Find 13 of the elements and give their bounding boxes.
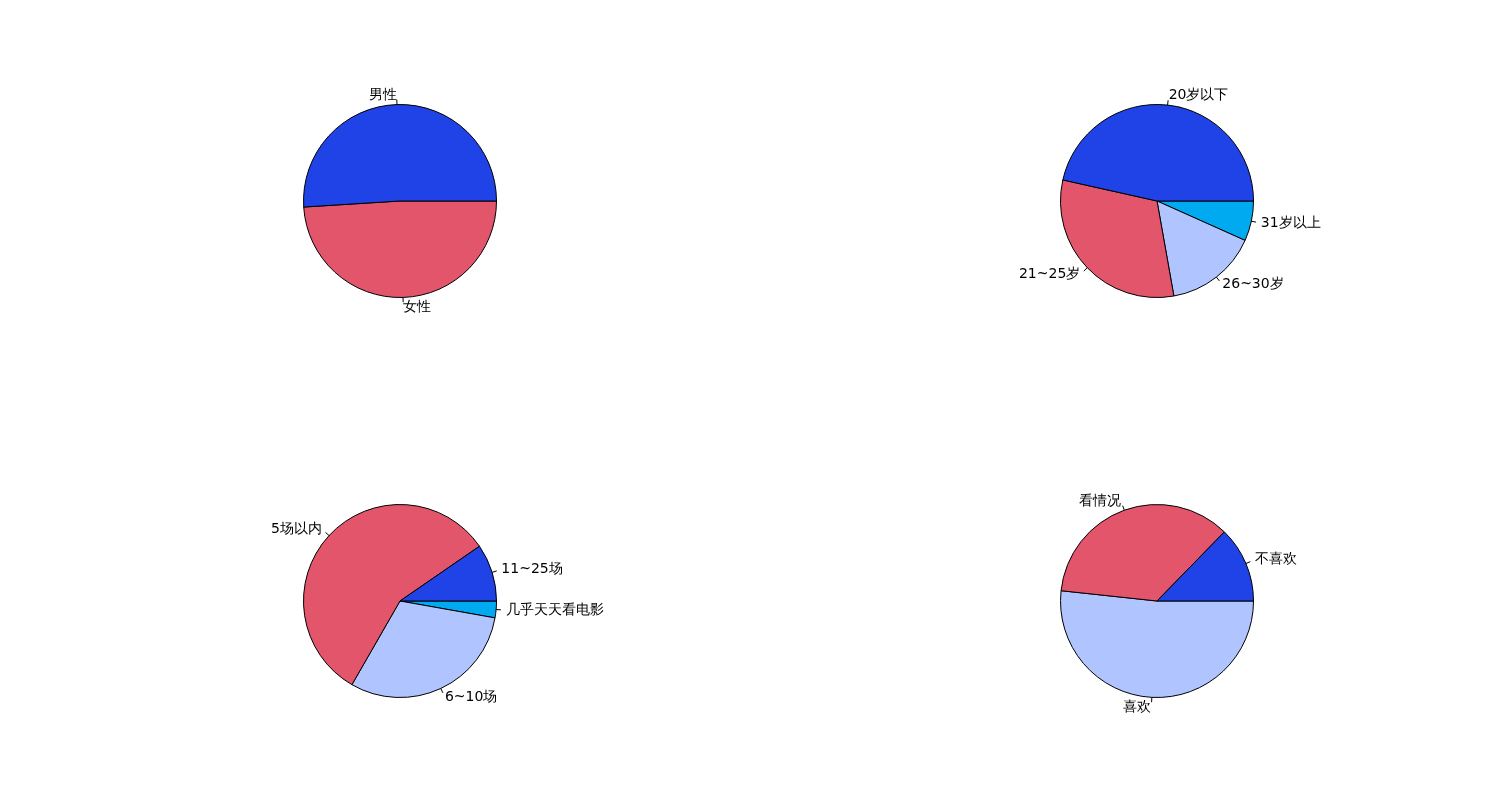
slice-label: 男性 xyxy=(368,85,397,102)
slice-label: 11~25场 xyxy=(501,560,563,577)
slice-label: 6~10场 xyxy=(444,687,498,704)
slice-label: 几乎天天看电影 xyxy=(505,600,604,617)
slice-label: 看情况 xyxy=(1079,491,1122,508)
slice-label: 喜欢 xyxy=(1123,697,1152,714)
slice-label: 20岁以下 xyxy=(1168,86,1229,103)
slice-label: 26~30岁 xyxy=(1222,275,1284,292)
slice-label: 女性 xyxy=(403,297,432,314)
slice-label: 31岁以上 xyxy=(1260,213,1321,230)
slice-label: 21~25岁 xyxy=(1018,265,1081,282)
slice-label: 5场以内 xyxy=(271,519,322,536)
slice-label: 不喜欢 xyxy=(1254,550,1297,567)
